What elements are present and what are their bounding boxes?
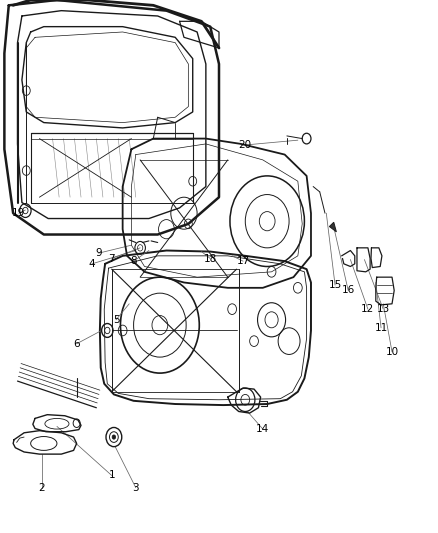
Text: 10: 10 xyxy=(385,347,399,357)
Text: 5: 5 xyxy=(113,315,120,325)
Text: 2: 2 xyxy=(38,483,45,492)
Text: 19: 19 xyxy=(12,208,25,218)
Polygon shape xyxy=(329,222,336,232)
Text: 16: 16 xyxy=(342,286,355,295)
Text: 12: 12 xyxy=(361,304,374,314)
Text: 15: 15 xyxy=(328,280,342,290)
Text: 9: 9 xyxy=(95,248,102,258)
Circle shape xyxy=(112,435,116,439)
Text: 8: 8 xyxy=(130,256,137,266)
Text: 18: 18 xyxy=(204,254,217,263)
Text: 6: 6 xyxy=(73,339,80,349)
Text: 13: 13 xyxy=(377,304,390,314)
Text: 4: 4 xyxy=(88,259,95,269)
Text: 11: 11 xyxy=(374,323,388,333)
Text: 20: 20 xyxy=(239,140,252,150)
Text: 17: 17 xyxy=(237,256,250,266)
Text: 7: 7 xyxy=(108,254,115,263)
Text: 1: 1 xyxy=(108,471,115,480)
Text: 14: 14 xyxy=(256,424,269,434)
Text: 3: 3 xyxy=(132,483,139,492)
